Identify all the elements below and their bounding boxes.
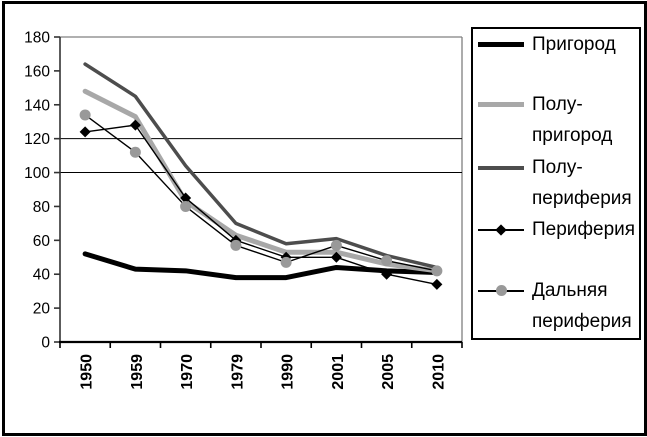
y-tick-label: 20 bbox=[33, 301, 51, 318]
data-point-diamond bbox=[381, 268, 393, 280]
legend-swatch-thick-black-line bbox=[478, 29, 524, 60]
y-tick-label: 180 bbox=[24, 30, 50, 47]
data-point-circle bbox=[180, 200, 192, 212]
data-point-diamond bbox=[180, 192, 192, 204]
x-tick-label: 2001 bbox=[330, 354, 347, 390]
y-tick-label: 40 bbox=[33, 267, 51, 284]
x-tick-label: 1959 bbox=[129, 354, 146, 390]
x-tick-label: 1950 bbox=[79, 354, 96, 390]
legend-item-prigorod: Пригород bbox=[478, 29, 616, 60]
data-point-diamond bbox=[129, 119, 141, 131]
legend-label-line2: периферия bbox=[532, 311, 632, 332]
y-tick-label: 60 bbox=[33, 233, 51, 250]
y-tick-label: 0 bbox=[41, 335, 50, 352]
data-point-circle bbox=[431, 265, 443, 277]
series-line-3 bbox=[84, 124, 438, 286]
legend-label-line2: периферия bbox=[532, 188, 632, 209]
data-point-circle bbox=[230, 239, 242, 251]
x-tick-label: 2005 bbox=[380, 354, 397, 390]
data-point-diamond bbox=[79, 126, 91, 138]
legend-label: Полу- bbox=[532, 157, 583, 178]
legend-swatch-diamond-marker bbox=[478, 214, 524, 245]
series-line-0 bbox=[82, 251, 440, 281]
legend-label: Полу- bbox=[532, 94, 583, 115]
legend-item-periferiya: Периферия bbox=[478, 214, 635, 245]
chart-legend: Пригород Полу- пригород Полу- периферия … bbox=[471, 27, 641, 340]
x-tick-label: 2010 bbox=[430, 354, 447, 390]
x-tick-label: 1990 bbox=[280, 354, 297, 390]
legend-swatch-circle-marker bbox=[478, 275, 524, 306]
data-point-circle bbox=[330, 239, 342, 251]
data-point-circle bbox=[280, 256, 292, 268]
legend-swatch-darkgray-line bbox=[478, 152, 524, 183]
legend-label: Периферия bbox=[532, 219, 636, 240]
y-tick-label: 80 bbox=[33, 199, 51, 216]
x-tick-label: 1970 bbox=[179, 354, 196, 390]
series-line-1 bbox=[82, 88, 440, 274]
data-point-circle bbox=[381, 255, 393, 267]
legend-label: Пригород bbox=[532, 34, 616, 55]
y-tick-label: 100 bbox=[24, 165, 50, 182]
data-point-diamond bbox=[330, 251, 342, 263]
data-point-diamond bbox=[431, 278, 443, 290]
data-point-circle bbox=[129, 146, 141, 158]
series-line-2 bbox=[83, 62, 439, 270]
y-tick-label: 140 bbox=[24, 97, 50, 114]
circle-marker-icon bbox=[495, 285, 507, 296]
legend-swatch-thick-gray-line bbox=[478, 89, 524, 120]
data-point-circle bbox=[79, 109, 91, 121]
legend-label-line2: пригород bbox=[532, 125, 613, 146]
legend-item-polu-prigorod: Полу- пригород bbox=[478, 89, 612, 151]
legend-label: Дальняя bbox=[532, 280, 608, 301]
diamond-marker-icon bbox=[495, 223, 507, 236]
y-tick-label: 160 bbox=[24, 63, 50, 80]
legend-item-polu-periferiya: Полу- периферия bbox=[478, 152, 632, 214]
legend-item-dalnyaya-periferiya: Дальняя периферия bbox=[478, 275, 632, 337]
y-tick-label: 120 bbox=[24, 131, 50, 148]
x-tick-label: 1979 bbox=[229, 354, 246, 390]
series-line-4 bbox=[84, 114, 438, 272]
